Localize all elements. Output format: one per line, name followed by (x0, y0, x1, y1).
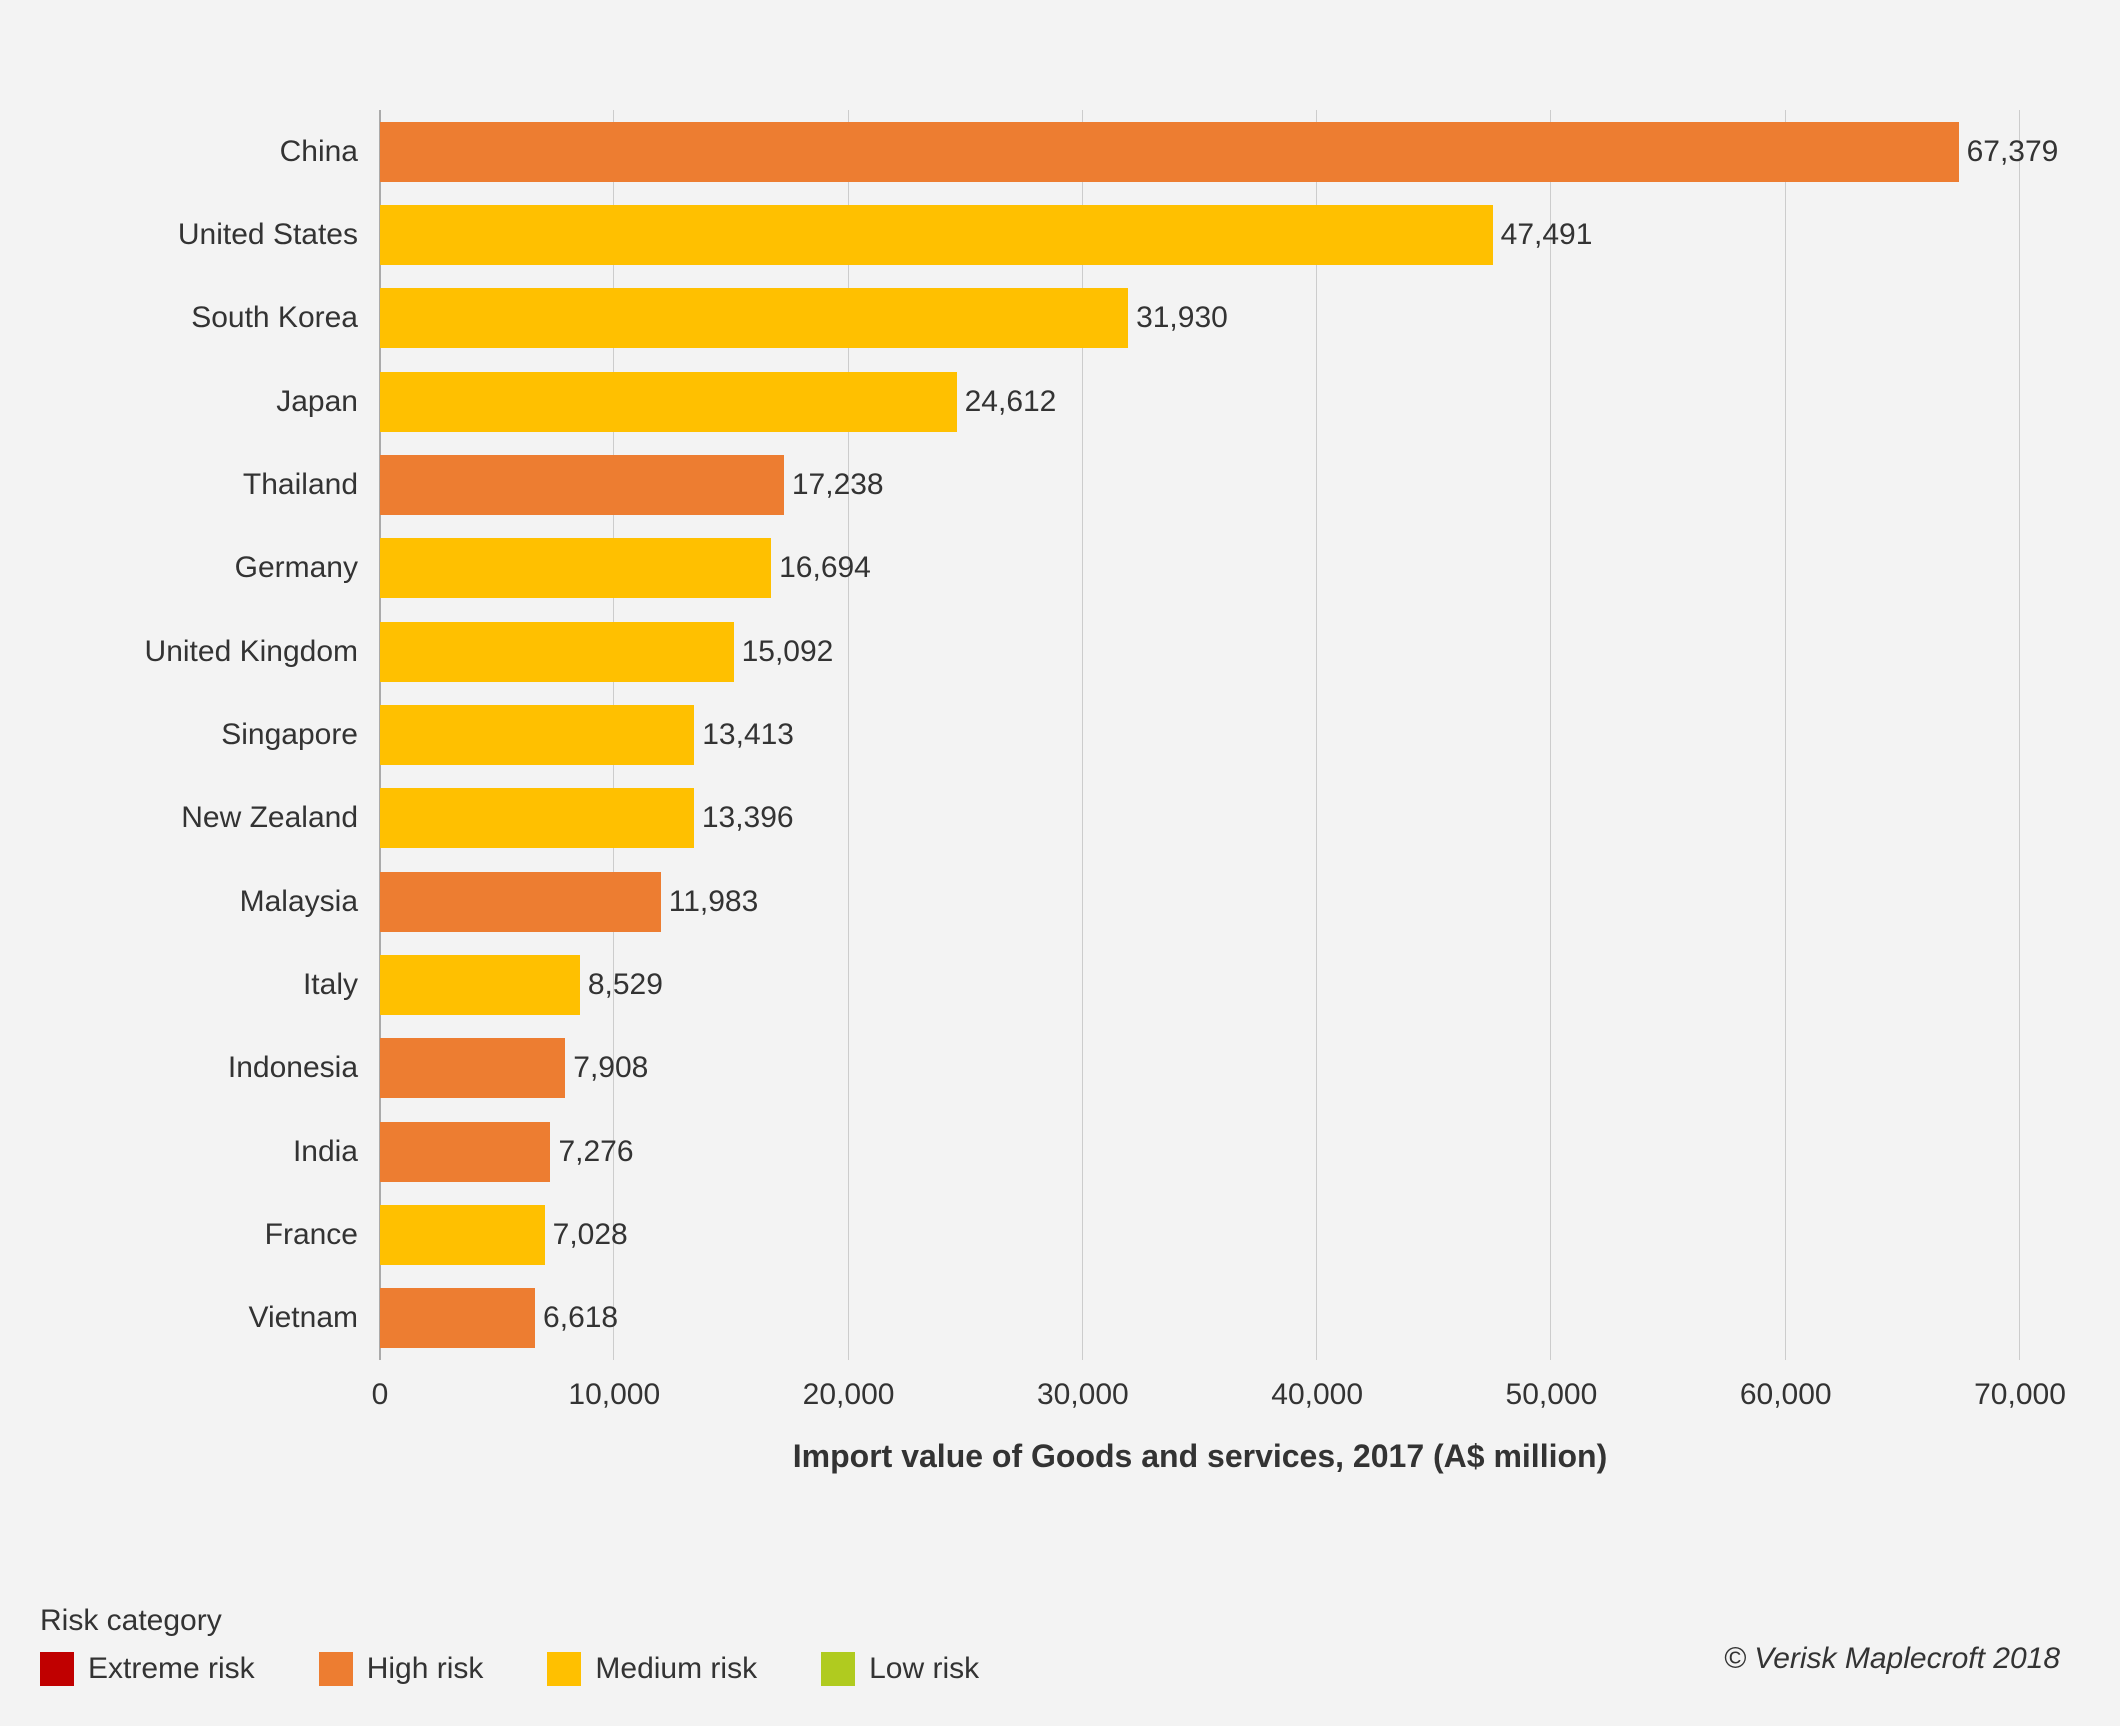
legend-label: Low risk (869, 1652, 979, 1686)
y-axis-label: Japan (276, 385, 358, 419)
bar (380, 622, 734, 682)
bar-value-label: 15,092 (742, 635, 834, 669)
legend-title: Risk category (40, 1604, 979, 1638)
y-axis-label: Vietnam (248, 1301, 358, 1335)
bar-value-label: 47,491 (1501, 218, 1593, 252)
legend-label: Medium risk (595, 1652, 757, 1686)
bar (380, 205, 1493, 265)
x-tick-label: 0 (372, 1378, 389, 1412)
legend-label: Extreme risk (88, 1652, 255, 1686)
bar (380, 372, 957, 432)
y-axis-label: United Kingdom (145, 635, 358, 669)
bar-value-label: 7,028 (553, 1218, 628, 1252)
bar (380, 788, 694, 848)
legend-swatch (40, 1652, 74, 1686)
x-axis-title: Import value of Goods and services, 2017… (793, 1438, 1607, 1475)
grid-line (1550, 110, 1553, 1360)
bar (380, 1038, 565, 1098)
bar-value-label: 16,694 (779, 551, 871, 585)
x-tick-label: 40,000 (1271, 1378, 1363, 1412)
bar (380, 705, 694, 765)
bar (380, 1288, 535, 1348)
legend-items: Extreme risk High risk Medium risk Low risk (40, 1652, 979, 1686)
legend-swatch (319, 1652, 353, 1686)
x-tick-label: 10,000 (568, 1378, 660, 1412)
y-axis-label: Singapore (221, 718, 358, 752)
y-axis-label: Italy (303, 968, 358, 1002)
bar (380, 288, 1128, 348)
bar-value-label: 8,529 (588, 968, 663, 1002)
y-axis-label: Malaysia (240, 885, 358, 919)
bar (380, 1122, 550, 1182)
legend-label: High risk (367, 1652, 484, 1686)
copyright: © Verisk Maplecroft 2018 (1724, 1642, 2060, 1676)
bar (380, 122, 1959, 182)
x-tick-label: 70,000 (1974, 1378, 2066, 1412)
y-axis-label: South Korea (191, 301, 358, 335)
bar-value-label: 24,612 (965, 385, 1057, 419)
bar-value-label: 7,276 (558, 1135, 633, 1169)
y-axis-label: Thailand (243, 468, 358, 502)
bar (380, 538, 771, 598)
y-axis-label: India (293, 1135, 358, 1169)
x-tick-label: 30,000 (1037, 1378, 1129, 1412)
bar-value-label: 67,379 (1967, 135, 2059, 169)
legend-item: Medium risk (547, 1652, 757, 1686)
bar-value-label: 6,618 (543, 1301, 618, 1335)
y-axis-label: New Zealand (181, 801, 358, 835)
grid-line (1316, 110, 1319, 1360)
x-tick-label: 50,000 (1506, 1378, 1598, 1412)
page: Import value of Goods and services, 2017… (0, 0, 2120, 1726)
bar (380, 872, 661, 932)
grid-line (1785, 110, 1788, 1360)
bar-value-label: 11,983 (669, 885, 759, 919)
bar-value-label: 13,396 (702, 801, 794, 835)
y-axis-label: Germany (235, 551, 358, 585)
bar-value-label: 31,930 (1136, 301, 1228, 335)
x-tick-label: 20,000 (803, 1378, 895, 1412)
legend: Risk category Extreme risk High risk Mediu… (40, 1604, 979, 1686)
bar (380, 955, 580, 1015)
bar-value-label: 7,908 (573, 1051, 648, 1085)
bar (380, 1205, 545, 1265)
y-axis-label: France (265, 1218, 358, 1252)
legend-swatch (547, 1652, 581, 1686)
bar-value-label: 13,413 (702, 718, 794, 752)
y-axis-label: China (280, 135, 358, 169)
grid-line (2019, 110, 2022, 1360)
bar-value-label: 17,238 (792, 468, 884, 502)
plot-area: Import value of Goods and services, 2017… (380, 110, 2020, 1360)
legend-item: Extreme risk (40, 1652, 255, 1686)
legend-item: High risk (319, 1652, 484, 1686)
y-axis-label: Indonesia (228, 1051, 358, 1085)
x-tick-label: 60,000 (1740, 1378, 1832, 1412)
legend-item: Low risk (821, 1652, 979, 1686)
chart-region: Import value of Goods and services, 2017… (60, 50, 2060, 1530)
legend-swatch (821, 1652, 855, 1686)
y-axis-label: United States (178, 218, 358, 252)
bar (380, 455, 784, 515)
